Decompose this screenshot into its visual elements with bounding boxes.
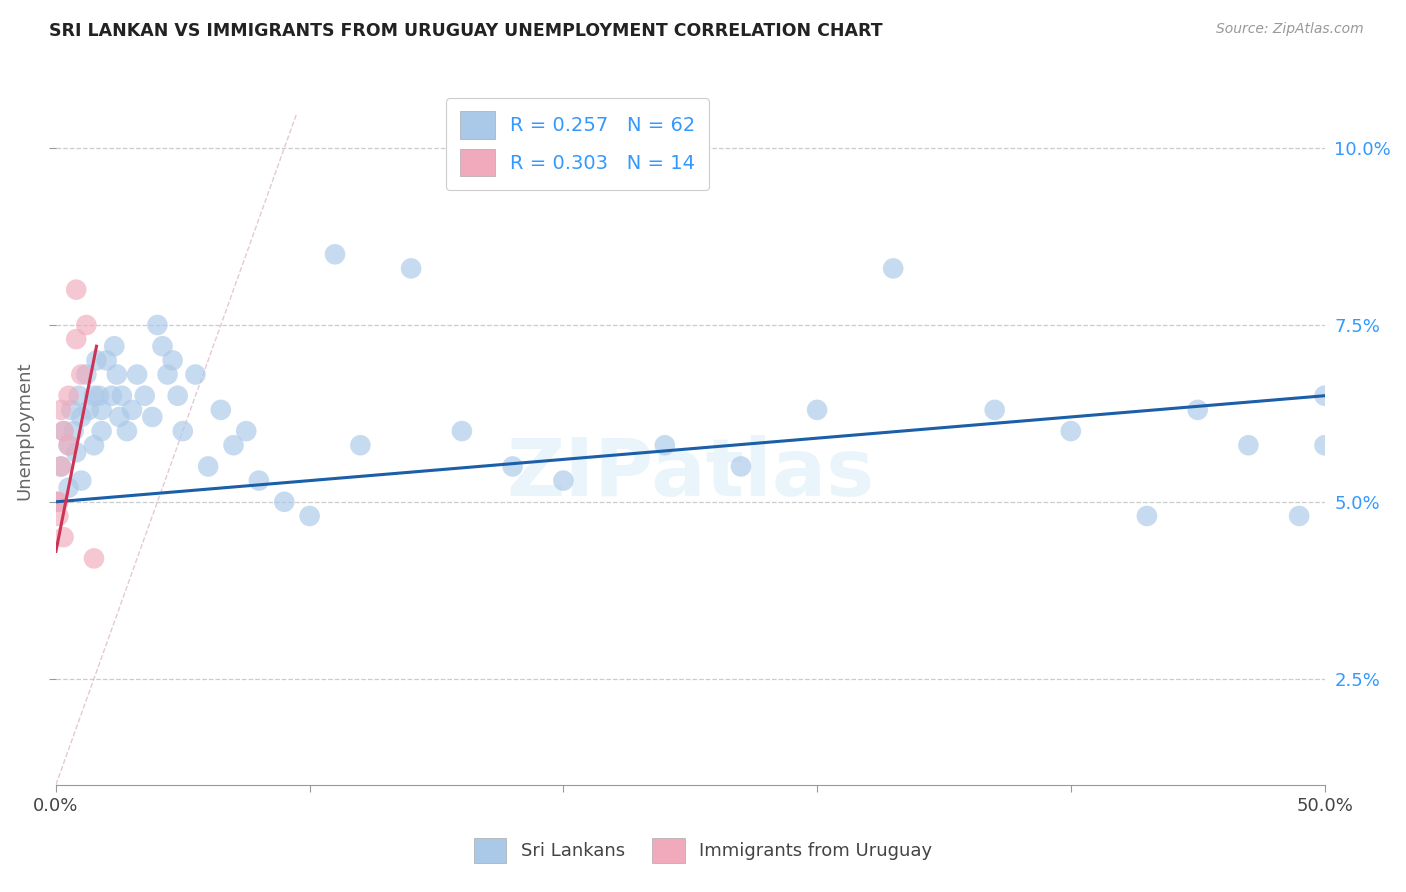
Sri Lankans xyxy=(52,424,75,438)
Sri Lankans xyxy=(60,403,83,417)
Sri Lankans xyxy=(184,368,207,382)
Sri Lankans xyxy=(730,459,752,474)
Sri Lankans xyxy=(90,403,112,417)
Sri Lankans xyxy=(1288,508,1310,523)
Text: ZIPatlas: ZIPatlas xyxy=(506,434,875,513)
Sri Lankans xyxy=(121,403,143,417)
Sri Lankans xyxy=(45,495,67,509)
Sri Lankans xyxy=(222,438,245,452)
Sri Lankans xyxy=(67,389,90,403)
Immigrants from Uruguay xyxy=(58,438,80,452)
Sri Lankans xyxy=(298,508,321,523)
Sri Lankans xyxy=(90,424,112,438)
Immigrants from Uruguay xyxy=(70,368,93,382)
Sri Lankans xyxy=(553,474,575,488)
Sri Lankans xyxy=(134,389,156,403)
Sri Lankans xyxy=(96,353,118,368)
Sri Lankans xyxy=(502,459,524,474)
Legend: Sri Lankans, Immigrants from Uruguay: Sri Lankans, Immigrants from Uruguay xyxy=(463,827,943,874)
Immigrants from Uruguay xyxy=(75,318,97,332)
Sri Lankans xyxy=(806,403,828,417)
Sri Lankans xyxy=(1060,424,1083,438)
Text: Source: ZipAtlas.com: Source: ZipAtlas.com xyxy=(1216,22,1364,37)
Sri Lankans xyxy=(62,424,84,438)
Sri Lankans xyxy=(65,445,87,459)
Sri Lankans xyxy=(451,424,474,438)
Sri Lankans xyxy=(235,424,257,438)
Sri Lankans xyxy=(349,438,371,452)
Sri Lankans xyxy=(1237,438,1260,452)
Immigrants from Uruguay xyxy=(83,551,105,566)
Sri Lankans xyxy=(156,368,179,382)
Sri Lankans xyxy=(105,368,128,382)
Sri Lankans xyxy=(1187,403,1209,417)
Sri Lankans xyxy=(1313,438,1336,452)
Sri Lankans xyxy=(146,318,169,332)
Sri Lankans xyxy=(103,339,125,353)
Immigrants from Uruguay xyxy=(48,495,70,509)
Sri Lankans xyxy=(108,409,131,424)
Sri Lankans xyxy=(162,353,184,368)
Immigrants from Uruguay xyxy=(49,403,72,417)
Sri Lankans xyxy=(273,495,295,509)
Sri Lankans xyxy=(323,247,346,261)
Sri Lankans xyxy=(100,389,122,403)
Sri Lankans xyxy=(209,403,232,417)
Sri Lankans xyxy=(127,368,149,382)
Sri Lankans xyxy=(77,403,100,417)
Sri Lankans xyxy=(983,403,1005,417)
Text: SRI LANKAN VS IMMIGRANTS FROM URUGUAY UNEMPLOYMENT CORRELATION CHART: SRI LANKAN VS IMMIGRANTS FROM URUGUAY UN… xyxy=(49,22,883,40)
Sri Lankans xyxy=(58,481,80,495)
Immigrants from Uruguay xyxy=(49,459,72,474)
Immigrants from Uruguay xyxy=(65,283,87,297)
Sri Lankans xyxy=(654,438,676,452)
Y-axis label: Unemployment: Unemployment xyxy=(15,362,32,500)
Immigrants from Uruguay xyxy=(45,495,67,509)
Sri Lankans xyxy=(70,474,93,488)
Immigrants from Uruguay xyxy=(52,530,75,544)
Sri Lankans xyxy=(70,409,93,424)
Sri Lankans xyxy=(111,389,134,403)
Sri Lankans xyxy=(75,368,97,382)
Sri Lankans xyxy=(83,438,105,452)
Legend: R = 0.257   N = 62, R = 0.303   N = 14: R = 0.257 N = 62, R = 0.303 N = 14 xyxy=(446,98,709,190)
Sri Lankans xyxy=(1313,389,1336,403)
Sri Lankans xyxy=(152,339,174,353)
Sri Lankans xyxy=(87,389,110,403)
Sri Lankans xyxy=(197,459,219,474)
Immigrants from Uruguay xyxy=(52,424,75,438)
Sri Lankans xyxy=(166,389,188,403)
Sri Lankans xyxy=(83,389,105,403)
Sri Lankans xyxy=(399,261,422,276)
Sri Lankans xyxy=(86,353,108,368)
Sri Lankans xyxy=(49,459,72,474)
Sri Lankans xyxy=(172,424,194,438)
Sri Lankans xyxy=(115,424,138,438)
Sri Lankans xyxy=(141,409,163,424)
Immigrants from Uruguay xyxy=(65,332,87,346)
Immigrants from Uruguay xyxy=(48,508,70,523)
Sri Lankans xyxy=(1136,508,1159,523)
Immigrants from Uruguay xyxy=(58,389,80,403)
Sri Lankans xyxy=(247,474,270,488)
Sri Lankans xyxy=(58,438,80,452)
Sri Lankans xyxy=(882,261,904,276)
